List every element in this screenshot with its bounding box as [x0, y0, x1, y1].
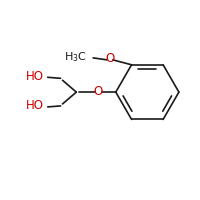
Text: O: O [93, 85, 103, 98]
Text: H$_3$C: H$_3$C [64, 50, 87, 64]
Text: HO: HO [26, 70, 44, 83]
Text: O: O [105, 52, 114, 65]
Text: HO: HO [26, 99, 44, 112]
